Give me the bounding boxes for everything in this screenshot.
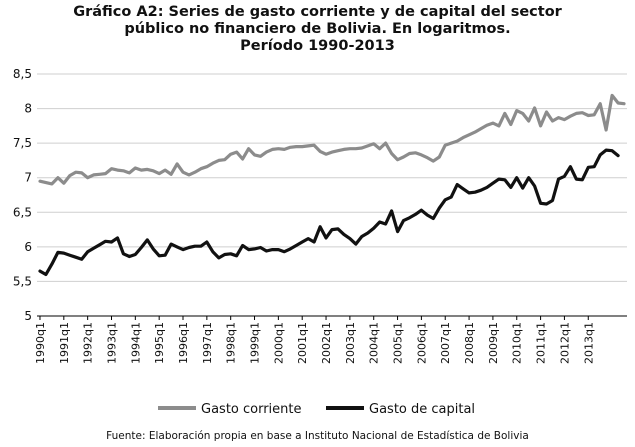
x-tick-label: 2001q1 [296,322,309,364]
series-line-1 [38,93,626,186]
x-tick-label: 2011q1 [535,322,548,364]
x-tick-label: 1992q1 [82,322,95,364]
chart-title-line-2: público no financiero de Bolivia. En log… [124,21,511,37]
x-tick-label: 1998q1 [225,322,238,364]
x-tick-label: 2004q1 [368,322,381,364]
x-tick-label: 1999q1 [249,322,262,364]
x-tick-label: 1995q1 [153,322,166,364]
x-tick-label: 1993q1 [105,322,118,364]
x-tick-label: 2012q1 [558,322,571,364]
y-tick-label: 7 [24,171,32,185]
series-line-2 [38,148,620,277]
x-tick-label: 2010q1 [511,322,524,364]
x-tick-label: 1990q1 [34,322,47,364]
y-tick-label: 8,5 [13,67,32,81]
x-tick-label: 2007q1 [439,322,452,364]
x-tick-label: 1997q1 [201,322,214,364]
x-tick-label: 2000q1 [272,322,285,364]
y-tick-label: 5,5 [13,274,32,288]
x-tick-label: 2002q1 [320,322,333,364]
y-tick-label: 6,5 [13,205,32,219]
y-tick-label: 7,5 [13,136,32,150]
x-tick-label: 1991q1 [58,322,71,364]
y-tick-label: 5 [24,309,32,323]
x-tick-label: 2003q1 [344,322,357,364]
chart-title-line-3: Período 1990-2013 [240,38,395,54]
x-tick-label: 2006q1 [415,322,428,364]
legend-label-2: Gasto de capital [369,402,475,417]
x-tick-label: 1996q1 [177,322,190,364]
chart-title: Gráfico A2: Series de gasto corriente y … [0,4,635,55]
x-tick-label: 2008q1 [463,322,476,364]
source-note: Fuente: Elaboración propia en base a Ins… [106,430,529,442]
x-tick-label: 2009q1 [487,322,500,364]
x-tick-label: 1994q1 [129,322,142,364]
y-tick-label: 8 [24,102,32,116]
y-tick-label: 6 [24,240,32,254]
chart-title-line-1: Gráfico A2: Series de gasto corriente y … [73,4,562,20]
x-tick-label: 2013q1 [582,322,595,364]
x-tick-label: 2005q1 [392,322,405,364]
legend-label-1: Gasto corriente [201,402,302,417]
